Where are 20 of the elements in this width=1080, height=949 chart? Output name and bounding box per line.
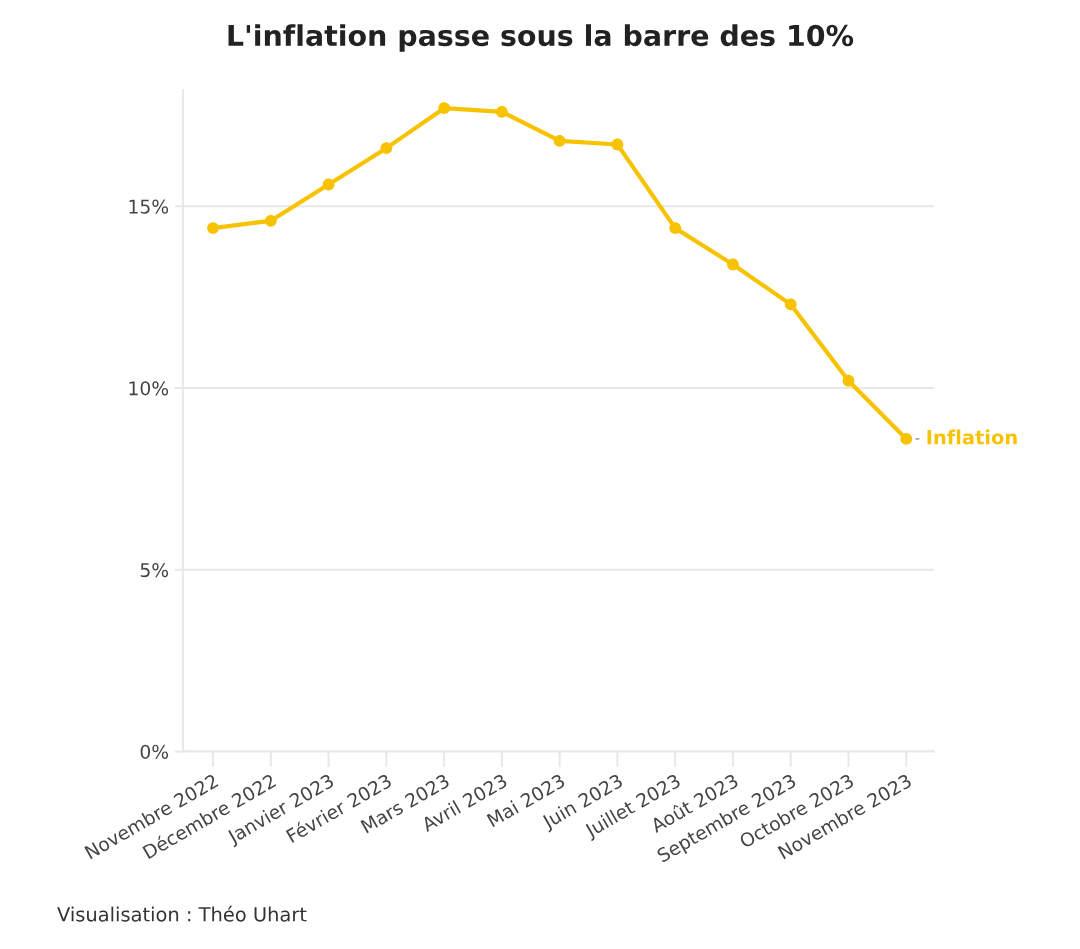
point (669, 222, 682, 235)
point (495, 105, 508, 118)
y-tick-label: 5% (140, 562, 169, 578)
point (207, 222, 219, 235)
point (842, 374, 855, 387)
point (611, 138, 624, 151)
series-label: Inflation (927, 429, 1017, 445)
text: Visualisation : Théo Uhart (57, 905, 307, 922)
y-tick-label: 15% (129, 199, 169, 214)
point (380, 142, 393, 155)
point (438, 102, 451, 115)
point (264, 214, 277, 227)
y-tick-label: 10% (129, 381, 169, 396)
point (322, 178, 335, 191)
point (553, 134, 566, 147)
y-tick-label: 0% (140, 744, 169, 759)
chart-title: L'inflation passe sous la barre des 10% (228, 24, 854, 52)
point (784, 298, 797, 311)
point (727, 258, 739, 271)
point (900, 433, 913, 445)
